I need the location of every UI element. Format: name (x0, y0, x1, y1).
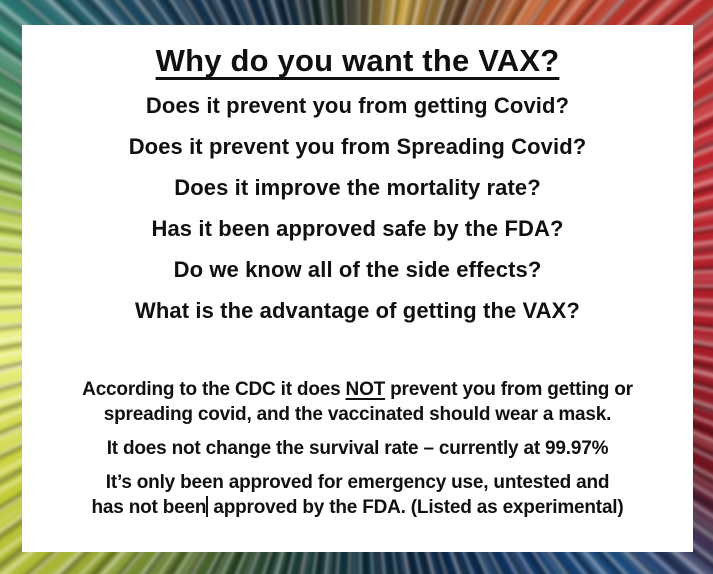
cdc-line1-post: prevent you from getting or (385, 379, 633, 400)
slide-title[interactable]: Why do you want the VAX? (155, 43, 560, 78)
question-line: What is the advantage of getting the VAX… (135, 298, 580, 323)
cdc-line1-pre: According to the CDC it does (82, 379, 346, 400)
slide-panel: Why do you want the VAX? Does it prevent… (22, 25, 693, 552)
cdc-line-1: According to the CDC it does NOT prevent… (22, 377, 693, 402)
text-caret (206, 496, 209, 517)
cdc-line-2: spreading covid, and the vaccinated shou… (103, 404, 612, 425)
question-line: Has it been approved safe by the FDA? (151, 216, 564, 241)
survival-paragraph: It does not change the survival rate – c… (106, 438, 609, 459)
facts-text-block[interactable]: According to the CDC it does NOT prevent… (22, 377, 693, 520)
question-line: Does it prevent you from Spreading Covid… (128, 134, 587, 159)
fda-line2-before-caret: has not been (91, 497, 207, 518)
fda-paragraph: It’s only been approved for emergency us… (22, 470, 693, 520)
fda-line2-after-caret: approved by the FDA. (Listed as experime… (208, 497, 624, 518)
question-line: Do we know all of the side effects? (173, 257, 542, 282)
cdc-paragraph: According to the CDC it does NOT prevent… (22, 377, 693, 427)
not-emphasis: NOT (345, 379, 386, 400)
question-list[interactable]: Does it prevent you from getting Covid? … (22, 85, 693, 331)
fda-line-2: has not been approved by the FDA. (Liste… (22, 495, 693, 520)
question-line: Does it improve the mortality rate? (174, 175, 541, 200)
question-line: Does it prevent you from getting Covid? (145, 93, 570, 118)
fda-line-1: It’s only been approved for emergency us… (105, 472, 610, 493)
